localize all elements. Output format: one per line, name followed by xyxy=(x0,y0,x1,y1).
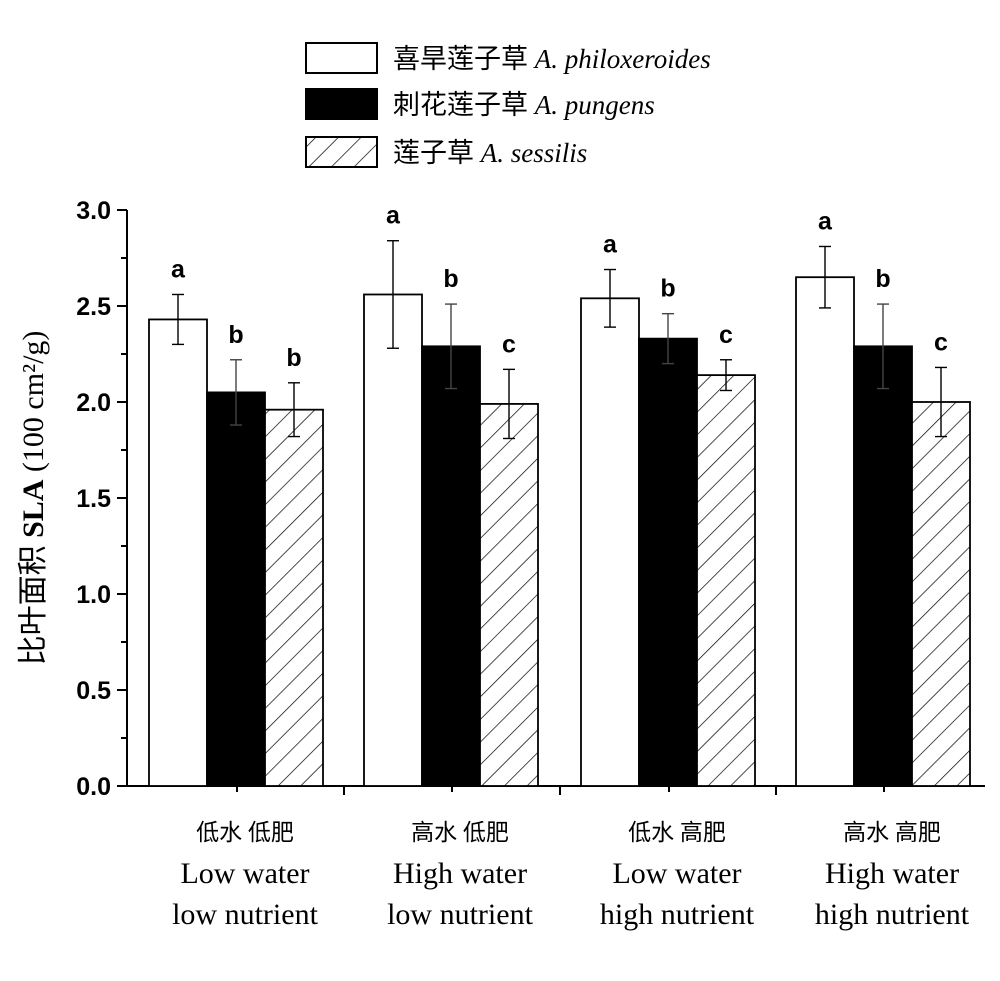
legend-label-cn: 喜旱莲子草 xyxy=(393,44,535,74)
y-tick-label: 3.0 xyxy=(76,197,111,225)
significance-letter: c xyxy=(502,330,516,358)
y-axis-title-ylabel_en: SLA xyxy=(17,479,50,545)
bar xyxy=(479,403,539,787)
y-axis: 0.0 0.5 1.0 1.5 2.0 2.5 3.0 比叶面积 SLA (100 cm²/g… xyxy=(17,197,128,801)
legend-label-en: A. philoxeroides xyxy=(533,44,711,74)
x-category-label-en-2: low nutrient xyxy=(172,898,318,931)
x-category-label-en-1: Low water xyxy=(612,857,741,890)
bar xyxy=(911,401,971,787)
bar xyxy=(696,374,756,787)
bar xyxy=(148,318,208,787)
significance-letter: c xyxy=(934,328,948,356)
bar xyxy=(853,345,913,787)
significance-letter: b xyxy=(443,265,458,293)
y-tick-label: 0.5 xyxy=(76,677,111,705)
y-axis-title-ylabel_cn: 比叶面积 xyxy=(17,545,50,665)
bar xyxy=(795,276,855,787)
legend-label-cn: 刺花莲子草 xyxy=(393,90,535,120)
bar xyxy=(363,293,423,787)
legend-swatch-2 xyxy=(305,88,378,120)
legend-label-3: 莲子草 A. sessilis xyxy=(393,138,587,168)
y-tick-label: 2.5 xyxy=(76,293,111,321)
legend-swatch-3 xyxy=(305,136,378,168)
y-tick-label: 1.5 xyxy=(76,485,111,513)
significance-letter: c xyxy=(719,321,733,349)
bar xyxy=(638,337,698,787)
legend-swatch-1 xyxy=(305,42,378,74)
y-axis-title-ylabel_unit: (100 cm²/g) xyxy=(17,331,50,480)
legend-label-en: A. pungens xyxy=(533,90,655,120)
x-category-label-cn: 高水 低肥 xyxy=(411,820,509,845)
legend-label-en: A. sessilis xyxy=(479,138,588,168)
x-category-label-en-2: high nutrient xyxy=(600,898,755,931)
x-category-label-en-1: High water xyxy=(393,857,527,890)
significance-letter: a xyxy=(818,207,833,235)
x-category-label-en-2: low nutrient xyxy=(387,898,533,931)
legend: 喜旱莲子草 A. philoxeroides 刺花莲子草 A. pungens 莲子… xyxy=(305,42,711,168)
y-tick-label: 1.0 xyxy=(76,581,111,609)
x-category-label-cn: 低水 低肥 xyxy=(196,820,294,845)
significance-letter: b xyxy=(875,265,890,293)
x-category-label-en-1: High water xyxy=(825,857,959,890)
bar xyxy=(421,345,481,787)
significance-letter: b xyxy=(660,275,675,303)
legend-label-1: 喜旱莲子草 A. philoxeroides xyxy=(393,44,711,74)
legend-label-cn: 莲子草 xyxy=(393,138,481,168)
x-category-label-en-1: Low water xyxy=(180,857,309,890)
significance-letter: a xyxy=(386,202,401,230)
significance-letter: a xyxy=(603,231,618,259)
significance-letter: b xyxy=(286,344,301,372)
bar xyxy=(264,408,324,787)
bar xyxy=(206,391,266,787)
legend-label-2: 刺花莲子草 A. pungens xyxy=(393,90,655,120)
significance-letter: b xyxy=(228,321,243,349)
y-axis-title: 比叶面积 SLA (100 cm²/g) xyxy=(17,331,50,666)
x-category-label-en-2: high nutrient xyxy=(815,898,970,931)
x-axis: 低水 低肥 Low water low nutrient 高水 低肥 High wate… xyxy=(127,785,985,931)
plot-area: a a a a b b b b b c c c xyxy=(148,202,971,787)
bar xyxy=(580,297,640,787)
x-category-label-cn: 低水 高肥 xyxy=(628,820,726,845)
y-tick-label: 2.0 xyxy=(76,389,111,417)
significance-letter: a xyxy=(171,255,186,283)
x-category-label-cn: 高水 高肥 xyxy=(843,820,941,845)
y-tick-label: 0.0 xyxy=(76,773,111,801)
